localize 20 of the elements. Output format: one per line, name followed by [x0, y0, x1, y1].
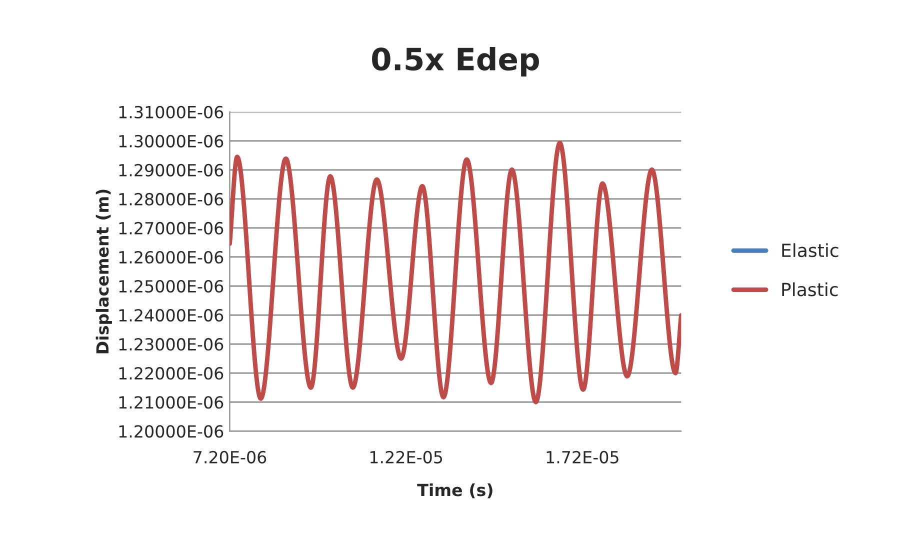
legend-label: Elastic	[782, 243, 838, 258]
y-tick-label: 1.29000E-06	[119, 164, 224, 176]
x-axis-title: Time (s)	[417, 483, 492, 498]
y-tick-label: 1.21000E-06	[119, 396, 224, 409]
y-tick-label: 1.31000E-06	[119, 106, 224, 118]
y-tick-label: 1.27000E-06	[119, 222, 224, 235]
y-tick-label: 1.22000E-06	[119, 367, 224, 380]
y-tick-label: 1.23000E-06	[119, 338, 224, 351]
y-tick-label: 1.28000E-06	[119, 192, 224, 206]
y-tick-label: 1.25000E-06	[119, 280, 224, 293]
y-tick-label: 1.20000E-06	[119, 425, 224, 438]
x-tick-label: 1.72E-05	[546, 450, 618, 464]
legend-label: Plastic	[782, 282, 838, 296]
y-tick-label: 1.30000E-06	[119, 134, 224, 148]
y-tick-label: 1.26000E-06	[119, 250, 224, 264]
y-tick-label: 1.24000E-06	[119, 309, 224, 322]
x-tick-label: 1.22E-05	[370, 450, 442, 464]
chart-title: 0.5x Edep	[372, 46, 539, 77]
x-tick-label: 7.20E-06	[194, 450, 266, 464]
y-axis-title: Displacement (m)	[96, 190, 112, 354]
